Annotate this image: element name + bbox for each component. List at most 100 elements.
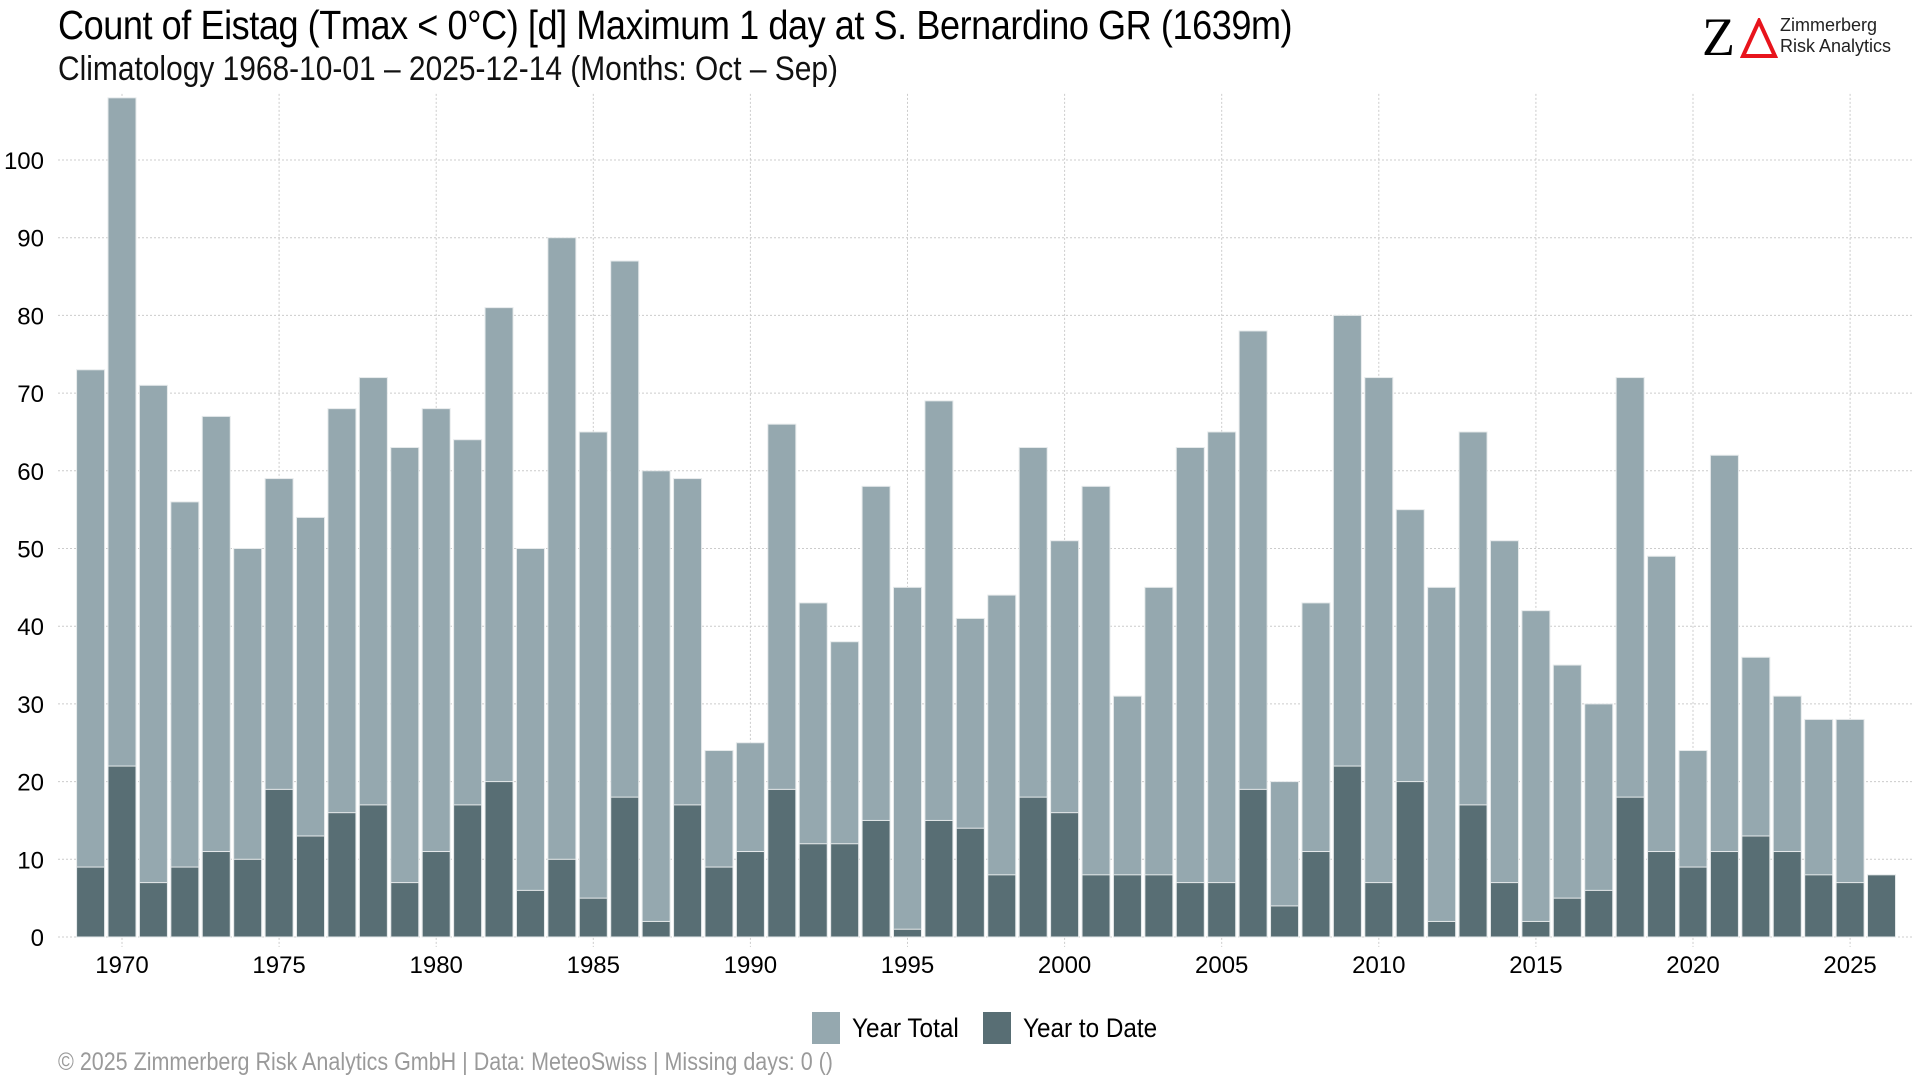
bar-year-to-date-1969 bbox=[76, 866, 106, 938]
bar-year-to-date-2006 bbox=[1238, 788, 1268, 938]
legend-swatch-year-to-date bbox=[982, 1012, 1011, 1044]
y-tick-label: 30 bbox=[17, 692, 44, 719]
bar-year-to-date-2008 bbox=[1301, 851, 1331, 938]
bar-year-to-date-2026 bbox=[1867, 874, 1897, 938]
bar-year-to-date-1976 bbox=[296, 835, 326, 938]
bar-year-to-date-1996 bbox=[924, 819, 954, 938]
y-tick-label: 20 bbox=[17, 770, 44, 797]
bar-year-to-date-2010 bbox=[1364, 882, 1394, 938]
legend: Year Total Year to Date bbox=[812, 1012, 1184, 1044]
y-tick-label: 70 bbox=[17, 381, 44, 408]
bar-year-to-date-1974 bbox=[233, 858, 263, 938]
chart-subtitle: Climatology 1968-10-01 – 2025-12-14 (Mon… bbox=[58, 50, 839, 88]
bar-year-to-date-1970 bbox=[107, 765, 137, 938]
bar-year-total-1995 bbox=[893, 586, 922, 938]
x-tick-label: 1985 bbox=[567, 952, 620, 979]
bar-year-to-date-1992 bbox=[798, 843, 828, 938]
y-tick-label: 90 bbox=[17, 226, 44, 253]
bar-year-to-date-1983 bbox=[515, 889, 545, 938]
bar-year-to-date-1986 bbox=[610, 796, 640, 938]
bar-year-to-date-2003 bbox=[1144, 874, 1174, 938]
logo-line2: Risk Analytics bbox=[1780, 36, 1892, 56]
y-tick-label: 50 bbox=[17, 537, 44, 564]
bar-year-total-2016 bbox=[1552, 664, 1582, 938]
bar-year-to-date-1980 bbox=[421, 851, 451, 938]
bar-year-to-date-1981 bbox=[453, 804, 483, 938]
bar-year-to-date-2020 bbox=[1678, 866, 1708, 938]
bar-year-total-2001 bbox=[1081, 485, 1111, 938]
bar-year-to-date-1971 bbox=[138, 882, 168, 938]
bar-year-total-1983 bbox=[515, 548, 545, 938]
bar-year-to-date-2000 bbox=[1050, 812, 1080, 938]
bars bbox=[76, 97, 1897, 938]
bar-year-to-date-1972 bbox=[170, 866, 200, 938]
bar-year-to-date-1979 bbox=[390, 882, 420, 938]
x-tick-label: 1970 bbox=[95, 952, 148, 979]
y-tick-label: 60 bbox=[17, 459, 44, 486]
bar-year-to-date-1991 bbox=[767, 788, 797, 938]
y-tick-label: 100 bbox=[4, 148, 44, 175]
bar-year-to-date-1994 bbox=[861, 819, 891, 938]
bar-year-total-1980 bbox=[421, 408, 451, 938]
bar-year-to-date-2025 bbox=[1835, 882, 1865, 938]
bar-year-total-1987 bbox=[641, 470, 671, 938]
bar-year-to-date-2005 bbox=[1207, 882, 1237, 938]
bar-year-to-date-1978 bbox=[358, 804, 388, 938]
bar-year-to-date-2022 bbox=[1741, 835, 1771, 938]
bar-year-total-1972 bbox=[170, 501, 200, 938]
bar-year-to-date-1982 bbox=[484, 781, 514, 938]
bar-year-to-date-2015 bbox=[1521, 920, 1551, 938]
legend-label-year-total: Year Total bbox=[852, 1012, 959, 1043]
bar-year-total-1985 bbox=[578, 431, 608, 938]
x-tick-label: 2025 bbox=[1823, 952, 1876, 979]
bar-year-to-date-1995 bbox=[893, 928, 922, 938]
bar-year-total-1984 bbox=[547, 237, 577, 938]
y-tick-label: 10 bbox=[17, 847, 44, 874]
bar-year-to-date-1993 bbox=[830, 843, 860, 938]
bar-year-total-1969 bbox=[76, 369, 106, 938]
bar-year-to-date-2018 bbox=[1615, 796, 1645, 938]
legend-swatch-year-total bbox=[812, 1012, 840, 1044]
bar-year-to-date-2016 bbox=[1552, 897, 1582, 938]
x-tick-label: 2015 bbox=[1509, 952, 1562, 979]
company-logo: Z Zimmerberg Risk Analytics bbox=[1700, 7, 1910, 67]
bar-year-to-date-1987 bbox=[641, 920, 671, 938]
bar-year-to-date-2002 bbox=[1112, 874, 1142, 938]
footer-credits: © 2025 Zimmerberg Risk Analytics GmbH | … bbox=[58, 1048, 833, 1076]
bar-year-to-date-2014 bbox=[1489, 882, 1519, 938]
bar-year-to-date-1973 bbox=[201, 851, 231, 938]
bar-year-to-date-1988 bbox=[673, 804, 703, 938]
x-axis-ticks: 1970 1975 1980 1985 1990 1995 2000 2005 2010 2015… bbox=[95, 952, 1876, 979]
chart-title: Count of Eistag (Tmax < 0°C) [d] Maximum… bbox=[58, 2, 1293, 48]
bar-year-to-date-1989 bbox=[704, 866, 734, 938]
logo-text: Zimmerberg Risk Analytics bbox=[1780, 15, 1891, 57]
bar-year-to-date-1998 bbox=[987, 874, 1017, 938]
bar-year-to-date-2021 bbox=[1709, 851, 1739, 938]
x-tick-label: 1980 bbox=[410, 952, 463, 979]
bar-year-to-date-2023 bbox=[1772, 851, 1802, 938]
bar-year-to-date-2009 bbox=[1332, 765, 1362, 938]
bar-year-to-date-1997 bbox=[955, 827, 985, 938]
y-axis-ticks: 0 10 20 30 40 50 60 70 80 90 100 bbox=[4, 148, 44, 952]
bar-year-to-date-1975 bbox=[264, 788, 294, 938]
bar-year-to-date-1999 bbox=[1018, 796, 1048, 938]
bar-year-to-date-2017 bbox=[1584, 889, 1614, 938]
y-tick-label: 40 bbox=[17, 614, 44, 641]
y-tick-label: 0 bbox=[31, 925, 44, 952]
bar-year-total-2010 bbox=[1364, 377, 1394, 938]
x-tick-label: 1990 bbox=[724, 952, 777, 979]
bar-year-to-date-2004 bbox=[1175, 882, 1205, 938]
x-tick-label: 2000 bbox=[1038, 952, 1091, 979]
bar-year-to-date-2013 bbox=[1458, 804, 1488, 938]
x-tick-label: 1975 bbox=[252, 952, 305, 979]
bar-year-to-date-2019 bbox=[1647, 851, 1677, 938]
x-tick-label: 2005 bbox=[1195, 952, 1248, 979]
bar-year-to-date-1984 bbox=[547, 858, 577, 938]
bar-year-total-2015 bbox=[1521, 610, 1551, 938]
logo-z-glyph: Z bbox=[1702, 7, 1735, 67]
bar-year-to-date-1990 bbox=[735, 851, 765, 938]
bar-year-to-date-2007 bbox=[1270, 905, 1300, 938]
bar-year-to-date-1985 bbox=[578, 897, 608, 938]
bar-year-to-date-2024 bbox=[1804, 874, 1834, 938]
